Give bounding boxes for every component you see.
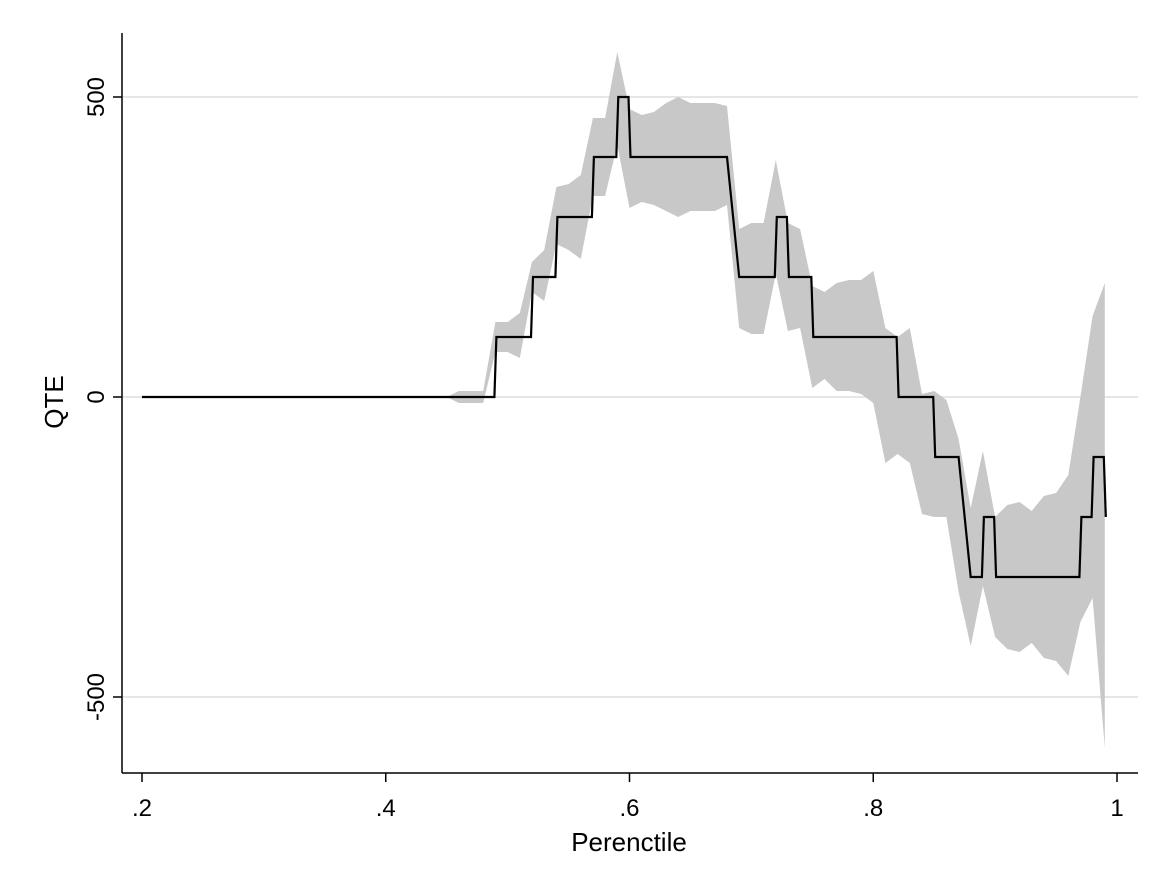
y-tick-label: -500 <box>83 673 110 721</box>
y-tick-label: 500 <box>83 77 110 117</box>
x-tick-label: .4 <box>376 795 396 822</box>
y-tick-label: 0 <box>83 390 110 403</box>
x-axis-title: Perenctile <box>571 827 687 857</box>
confidence-band-layer <box>142 52 1105 748</box>
x-tick-label: 1 <box>1110 795 1123 822</box>
y-axis-title: QTE <box>39 375 69 428</box>
x-axis-ticks: .2 .4 .6 .8 1 <box>132 773 1124 822</box>
x-tick-label: .2 <box>132 795 152 822</box>
confidence-band <box>142 52 1105 748</box>
y-axis-ticks: 500 0 -500 <box>83 77 122 721</box>
qte-line-layer <box>142 95 1107 579</box>
qte-line <box>142 95 1107 579</box>
x-tick-label: .6 <box>619 795 639 822</box>
x-tick-label: .8 <box>863 795 883 822</box>
